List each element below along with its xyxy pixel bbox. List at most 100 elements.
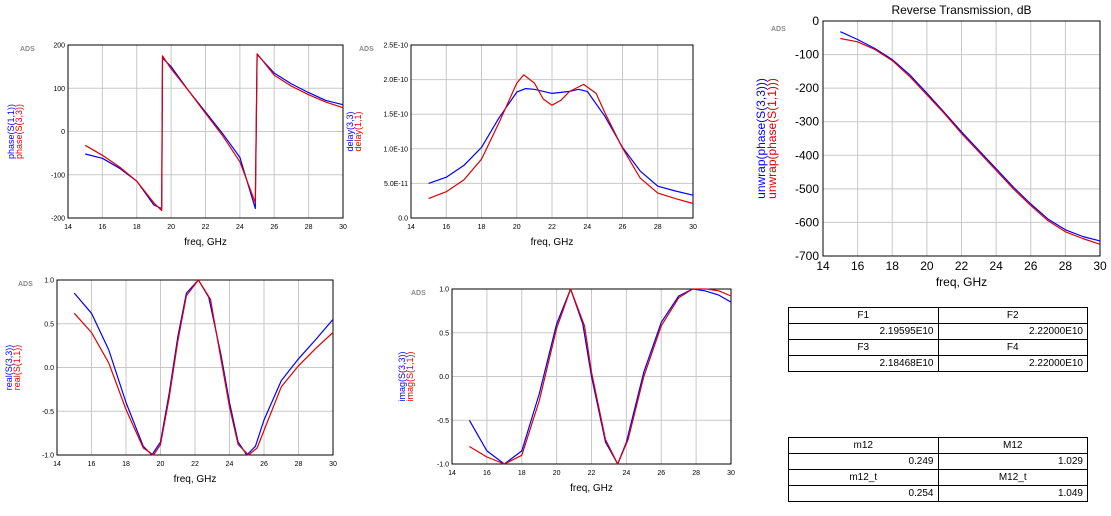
x-tick-label: 28 <box>692 470 700 477</box>
x-tick-label: 26 <box>657 470 665 477</box>
y-tick-label: 0 <box>812 14 819 28</box>
x-tick-label: 24 <box>622 470 630 477</box>
y-tick-label: 0.5 <box>439 330 449 337</box>
y-tick-label: 0.0 <box>439 374 449 381</box>
plot-border <box>67 44 344 219</box>
y-axis-label-blue: unwrap(phase(S(3,3))) <box>754 78 768 199</box>
marker-header-m12: m12 <box>788 437 939 454</box>
marker-header-m12-t: m12_t <box>788 469 939 486</box>
x-tick-label: 30 <box>1093 259 1107 273</box>
marker-value-f1: 2.19595E10 <box>788 323 939 340</box>
marker-header-row: F1 F2 <box>788 307 1088 324</box>
plot-frame <box>67 44 344 219</box>
x-tick-label: 14 <box>448 470 456 477</box>
marker-value-M12: 1.029 <box>937 453 1088 470</box>
y-tick-label: -1.0 <box>437 462 449 469</box>
x-tick-label: 16 <box>442 224 450 231</box>
x-tick-label: 28 <box>295 461 303 468</box>
x-tick-label: 28 <box>654 224 662 231</box>
x-axis-label: freq, GHz <box>531 237 574 248</box>
y-tick-label: 1.0E-10 <box>383 146 408 153</box>
marker-header-M12: M12 <box>937 437 1088 454</box>
series-line-blue <box>468 288 732 465</box>
y-tick-label: -300 <box>795 115 819 129</box>
marker-header-f2: F2 <box>937 307 1088 324</box>
x-tick-label: 22 <box>191 461 199 468</box>
plot-border <box>451 288 732 465</box>
y-tick-label: -200 <box>795 81 819 95</box>
x-tick-label: 30 <box>339 224 347 231</box>
coupling-marker-table: m12 M12 0.249 1.029 m12_t M12_t 0.254 1.… <box>788 437 1088 502</box>
x-tick-label: 26 <box>260 461 268 468</box>
y-tick-label: 0.0 <box>44 365 54 372</box>
marker-header-row: m12_t M12_t <box>788 469 1088 486</box>
x-tick-label: 26 <box>619 224 627 231</box>
plot-frame <box>410 44 694 219</box>
x-tick-label: 30 <box>689 224 697 231</box>
x-tick-label: 18 <box>122 461 130 468</box>
y-axis-label-blue: delay(3,3) <box>345 111 355 151</box>
y-tick-label: 1.0 <box>44 278 54 285</box>
ads-logo: ADS <box>771 26 786 33</box>
series-line-red <box>840 37 1101 245</box>
ads-logo: ADS <box>359 46 374 53</box>
series-line-blue <box>85 53 344 210</box>
x-tick-label: 14 <box>816 259 830 273</box>
x-tick-label: 20 <box>513 224 521 231</box>
x-tick-label: 22 <box>548 224 556 231</box>
y-tick-label: -200 <box>51 216 65 223</box>
x-tick-label: 14 <box>407 224 415 231</box>
x-tick-label: 14 <box>64 224 72 231</box>
x-tick-label: 14 <box>53 461 61 468</box>
x-tick-label: 30 <box>727 470 735 477</box>
plot-frame <box>451 288 732 465</box>
marker-header-row: m12 M12 <box>788 437 1088 454</box>
y-tick-label: 2.5E-10 <box>383 43 408 50</box>
y-tick-label: 1.0 <box>439 287 449 294</box>
x-tick-label: 22 <box>202 224 210 231</box>
ads-logo: ADS <box>411 290 426 297</box>
x-tick-label: 16 <box>483 470 491 477</box>
y-tick-label: -0.5 <box>42 409 54 416</box>
x-tick-label: 16 <box>98 224 106 231</box>
x-tick-label: 20 <box>167 224 175 231</box>
marker-value-m12-t: 0.254 <box>788 485 939 502</box>
x-tick-label: 24 <box>583 224 591 231</box>
x-tick-label: 18 <box>478 224 486 231</box>
chart-title: Reverse Transmission, dB <box>891 3 1031 17</box>
x-tick-label: 16 <box>88 461 96 468</box>
y-tick-label: -0.5 <box>437 418 449 425</box>
marker-header-f1: F1 <box>788 307 939 324</box>
marker-header-M12-t: M12_t <box>937 469 1088 486</box>
y-axis-label-red: unwrap(phase(S(1,1))) <box>765 78 779 199</box>
y-tick-label: 0.5 <box>44 321 54 328</box>
x-tick-label: 22 <box>955 259 969 273</box>
x-tick-label: 28 <box>305 224 313 231</box>
plot-border <box>822 20 1101 257</box>
x-axis-label: freq, GHz <box>936 275 987 289</box>
y-tick-label: 2.0E-10 <box>383 77 408 84</box>
x-tick-label: 28 <box>1059 259 1073 273</box>
y-axis-label-blue: phase(S(1,1)) <box>6 104 16 159</box>
x-tick-label: 18 <box>518 470 526 477</box>
y-tick-label: -100 <box>51 172 65 179</box>
y-tick-label: -400 <box>795 148 819 162</box>
marker-value-f3: 2.18468E10 <box>788 355 939 372</box>
series-line-red <box>84 53 344 212</box>
x-tick-label: 24 <box>989 259 1003 273</box>
plot-border <box>56 279 334 456</box>
y-tick-label: -1.0 <box>42 453 54 460</box>
marker-header-f4: F4 <box>937 339 1088 356</box>
x-tick-label: 20 <box>920 259 934 273</box>
x-tick-label: 18 <box>133 224 141 231</box>
y-axis-label-red: imag(S(1,1)) <box>405 351 415 401</box>
x-tick-label: 30 <box>329 461 337 468</box>
y-tick-label: 0.0 <box>398 216 408 223</box>
marker-value-M12-t: 1.049 <box>937 485 1088 502</box>
y-tick-label: 100 <box>53 86 65 93</box>
marker-value-m12: 0.249 <box>788 453 939 470</box>
x-axis-label: freq, GHz <box>570 483 613 494</box>
y-axis-label-red: real(S(1,1)) <box>12 345 22 391</box>
y-tick-label: 5.0E-11 <box>384 181 408 188</box>
marker-value-f2: 2.22000E10 <box>937 323 1088 340</box>
